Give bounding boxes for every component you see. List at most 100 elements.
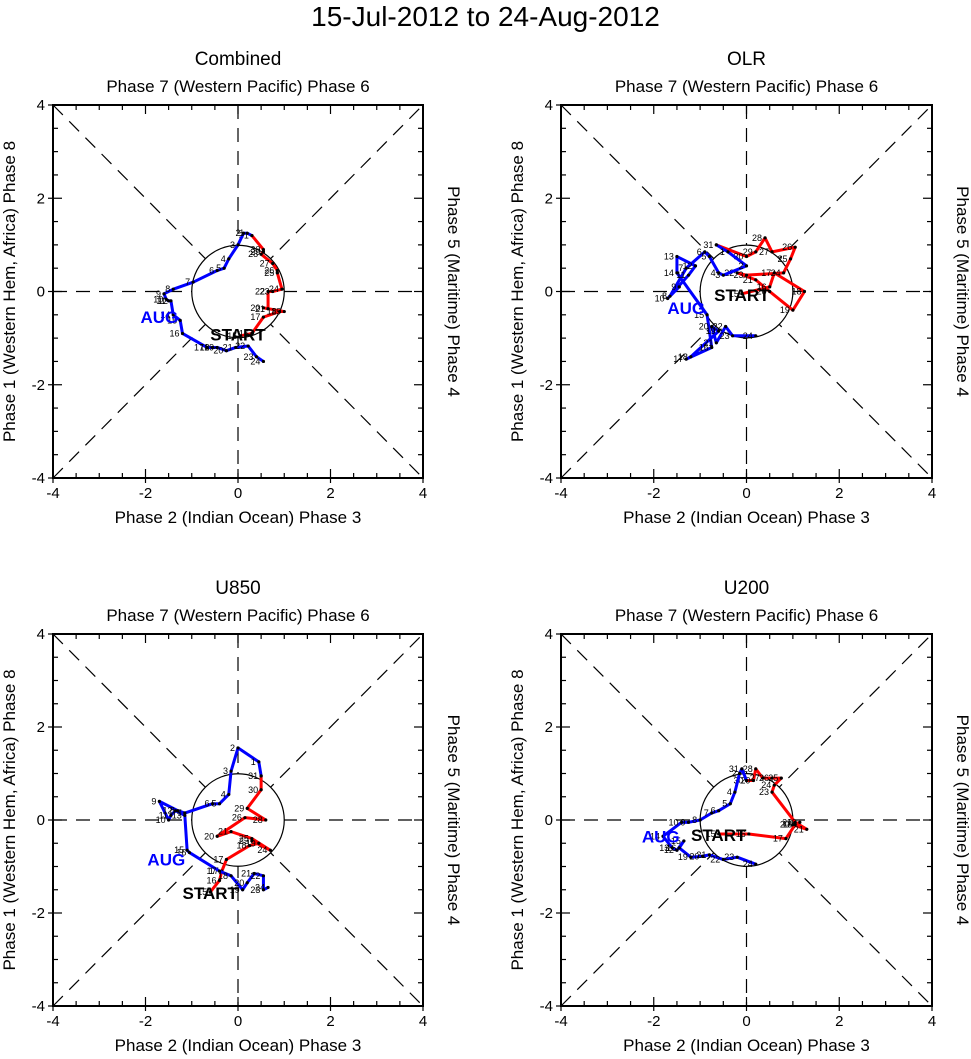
- day-marker: [167, 299, 171, 303]
- day-label: 15: [706, 829, 716, 839]
- start-label: START: [714, 286, 770, 305]
- day-marker: [169, 299, 173, 303]
- day-label: 18: [791, 287, 801, 297]
- day-marker: [686, 820, 691, 824]
- day-label: 20: [213, 346, 223, 356]
- day-marker: [693, 264, 698, 268]
- day-label: 29: [250, 247, 260, 257]
- day-marker: [217, 802, 222, 806]
- day-marker: [185, 848, 189, 852]
- day-marker: [271, 261, 275, 266]
- day-label: 22: [710, 855, 720, 865]
- day-label: 11: [156, 296, 165, 306]
- bottom-axis-label: Phase 2 (Indian Ocean) Phase 3: [623, 1036, 870, 1055]
- day-marker: [802, 289, 807, 294]
- day-marker: [261, 315, 266, 319]
- start-label: START: [210, 325, 266, 344]
- main-title: 15-Jul-2012 to 24-Aug-2012: [311, 1, 660, 32]
- x-tick-label: -2: [647, 1013, 660, 1030]
- panel-title: Combined: [195, 49, 282, 70]
- day-marker: [210, 802, 215, 806]
- day-marker: [217, 878, 222, 883]
- day-label: 22: [235, 341, 245, 351]
- day-label: 22: [250, 871, 260, 881]
- x-tick-label: -4: [46, 1013, 59, 1030]
- day-label: 20: [780, 820, 790, 830]
- bottom-axis-label: Phase 2 (Indian Ocean) Phase 3: [115, 508, 362, 527]
- day-marker: [191, 280, 195, 284]
- day-label: 25: [239, 834, 249, 844]
- day-label: 24: [761, 780, 771, 790]
- day-label: 20: [699, 321, 709, 331]
- panel-u850: U850 Phase 7 (Western Pacific) Phase 6 Pha…: [0, 578, 463, 1055]
- day-marker: [707, 254, 712, 259]
- y-tick-label: -2: [32, 377, 45, 394]
- day-label: 4: [221, 789, 226, 799]
- day-label: 5: [216, 263, 221, 273]
- y-tick-label: -2: [32, 905, 45, 922]
- day-marker: [714, 341, 718, 345]
- day-marker: [675, 271, 679, 275]
- day-marker: [754, 250, 758, 254]
- day-marker: [744, 778, 749, 783]
- day-label: 10: [153, 294, 163, 304]
- day-marker: [710, 324, 714, 329]
- day-marker: [744, 264, 749, 268]
- day-marker: [668, 294, 672, 298]
- x-tick-label: 4: [419, 485, 427, 502]
- y-tick-label: 4: [37, 97, 45, 114]
- day-marker: [173, 809, 178, 813]
- day-label: 31: [248, 771, 258, 781]
- day-label: 21: [794, 824, 804, 834]
- day-label: 10: [156, 815, 166, 825]
- day-label: 14: [160, 310, 170, 320]
- day-label: 3: [230, 240, 235, 250]
- day-marker: [791, 823, 795, 827]
- day-marker: [805, 827, 809, 831]
- day-label: 29: [743, 247, 753, 257]
- day-label: 28: [253, 815, 263, 825]
- day-label: 16: [757, 282, 767, 292]
- left-axis-label: Phase 1 (Western Hem, Africa) Phase 8: [0, 141, 19, 442]
- day-marker: [675, 848, 679, 852]
- day-marker: [793, 245, 797, 249]
- day-marker: [224, 349, 229, 353]
- day-label: 24: [771, 268, 781, 278]
- day-marker: [266, 289, 270, 294]
- x-tick-label: 2: [326, 485, 334, 502]
- x-tick-label: 4: [928, 1013, 936, 1030]
- day-label: 21: [218, 827, 228, 837]
- day-label: 23: [724, 852, 734, 862]
- day-marker: [684, 357, 688, 361]
- day-label: 8: [165, 284, 170, 294]
- day-marker: [261, 888, 266, 892]
- day-label: 21: [255, 304, 265, 314]
- x-tick-label: -4: [554, 1013, 567, 1030]
- y-tick-label: -2: [540, 905, 553, 922]
- day-marker: [737, 771, 742, 776]
- day-label: 23: [720, 331, 730, 341]
- day-marker: [157, 799, 161, 804]
- day-marker: [275, 271, 279, 275]
- day-label: 16: [206, 875, 216, 885]
- day-label: 1: [251, 757, 256, 767]
- day-label: 2: [732, 769, 737, 779]
- day-label: 27: [759, 247, 769, 257]
- day-marker: [666, 296, 670, 301]
- day-label: 19: [271, 307, 281, 317]
- day-label: 12: [163, 806, 173, 816]
- day-label: 24: [269, 284, 279, 294]
- day-marker: [740, 292, 744, 296]
- day-label: 4: [727, 787, 732, 797]
- day-label: 12: [158, 296, 168, 306]
- x-tick-label: 4: [928, 485, 936, 502]
- day-marker: [268, 848, 272, 852]
- day-label: 21: [743, 275, 753, 285]
- start-label: START: [183, 884, 239, 903]
- day-marker: [772, 271, 776, 275]
- day-marker: [793, 820, 797, 824]
- day-marker: [261, 247, 266, 252]
- day-label: 17: [213, 855, 223, 865]
- day-marker: [705, 313, 709, 317]
- day-marker: [772, 783, 776, 787]
